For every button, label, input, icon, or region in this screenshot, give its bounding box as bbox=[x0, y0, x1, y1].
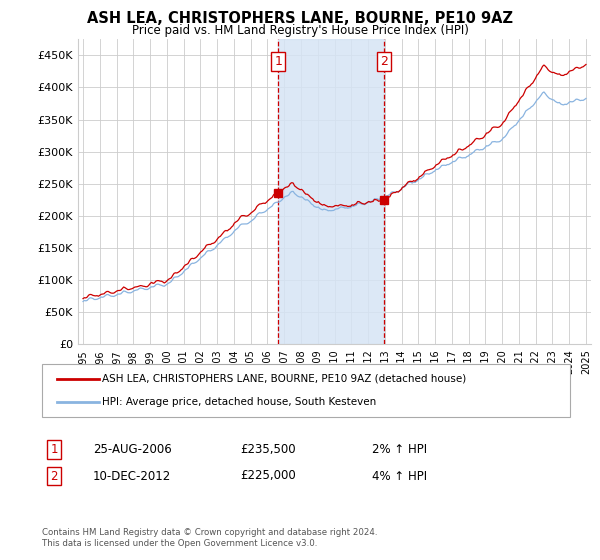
Text: 1: 1 bbox=[274, 55, 282, 68]
Text: 4% ↑ HPI: 4% ↑ HPI bbox=[372, 469, 427, 483]
Text: 10-DEC-2012: 10-DEC-2012 bbox=[93, 469, 171, 483]
Text: HPI: Average price, detached house, South Kesteven: HPI: Average price, detached house, Sout… bbox=[102, 397, 376, 407]
Text: 2: 2 bbox=[50, 469, 58, 483]
Text: £235,500: £235,500 bbox=[240, 443, 296, 456]
Text: ASH LEA, CHRISTOPHERS LANE, BOURNE, PE10 9AZ: ASH LEA, CHRISTOPHERS LANE, BOURNE, PE10… bbox=[87, 11, 513, 26]
Text: £225,000: £225,000 bbox=[240, 469, 296, 483]
Bar bbox=[278, 39, 384, 344]
Text: 1: 1 bbox=[50, 443, 58, 456]
Text: 2: 2 bbox=[380, 55, 388, 68]
Text: Price paid vs. HM Land Registry's House Price Index (HPI): Price paid vs. HM Land Registry's House … bbox=[131, 24, 469, 36]
Text: ASH LEA, CHRISTOPHERS LANE, BOURNE, PE10 9AZ (detached house): ASH LEA, CHRISTOPHERS LANE, BOURNE, PE10… bbox=[102, 374, 466, 384]
Text: 2% ↑ HPI: 2% ↑ HPI bbox=[372, 443, 427, 456]
Text: 25-AUG-2006: 25-AUG-2006 bbox=[93, 443, 172, 456]
Text: Contains HM Land Registry data © Crown copyright and database right 2024.
This d: Contains HM Land Registry data © Crown c… bbox=[42, 528, 377, 548]
